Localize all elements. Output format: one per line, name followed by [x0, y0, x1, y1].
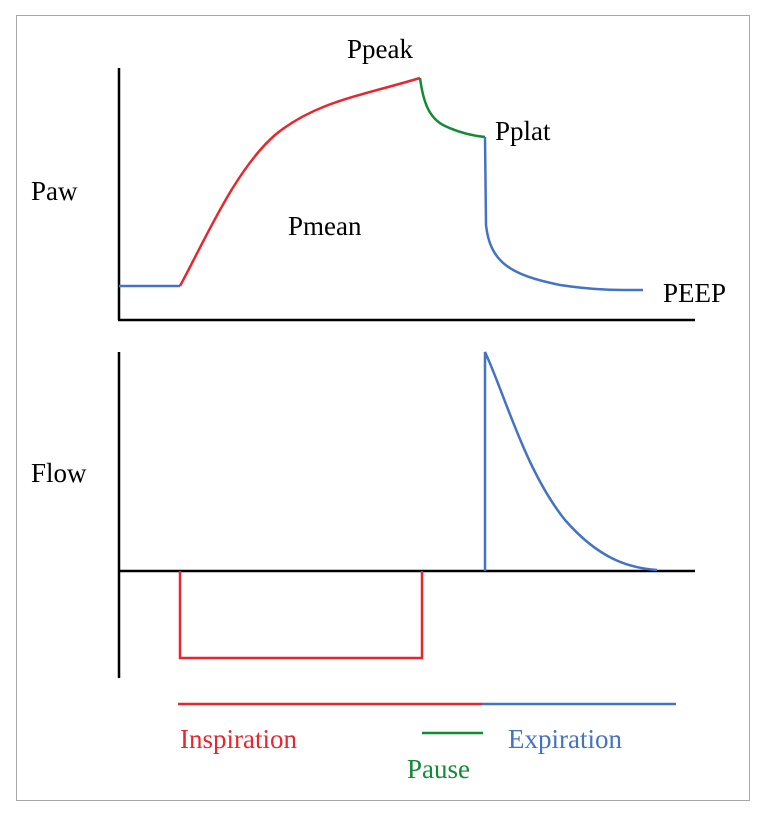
inspiration-label: Inspiration: [180, 724, 297, 754]
flow-expiration-curve: [483, 351, 658, 572]
pause-label: Pause: [407, 754, 470, 784]
ppeak-label: Ppeak: [347, 34, 413, 64]
peep-label: PEEP: [663, 278, 726, 308]
paw-inspiration-curve: [178, 76, 421, 287]
figure-frame: [16, 15, 750, 801]
flow-inspiration-square: [178, 571, 424, 660]
flow-panel: Flow: [31, 351, 695, 678]
pmean-label: Pmean: [288, 211, 362, 241]
paw-pause-curve: [418, 77, 486, 139]
expiration-label: Expiration: [508, 724, 622, 754]
paw-axis-label: Paw: [31, 176, 78, 206]
paw-expiration-curve: [483, 136, 644, 292]
pplat-label: Pplat: [495, 116, 551, 146]
paw-panel: Paw Ppeak Pplat Pmean PEEP: [31, 34, 726, 322]
phase-legend: Inspiration Pause Expiration: [178, 702, 676, 784]
flow-axis-label: Flow: [31, 458, 87, 488]
